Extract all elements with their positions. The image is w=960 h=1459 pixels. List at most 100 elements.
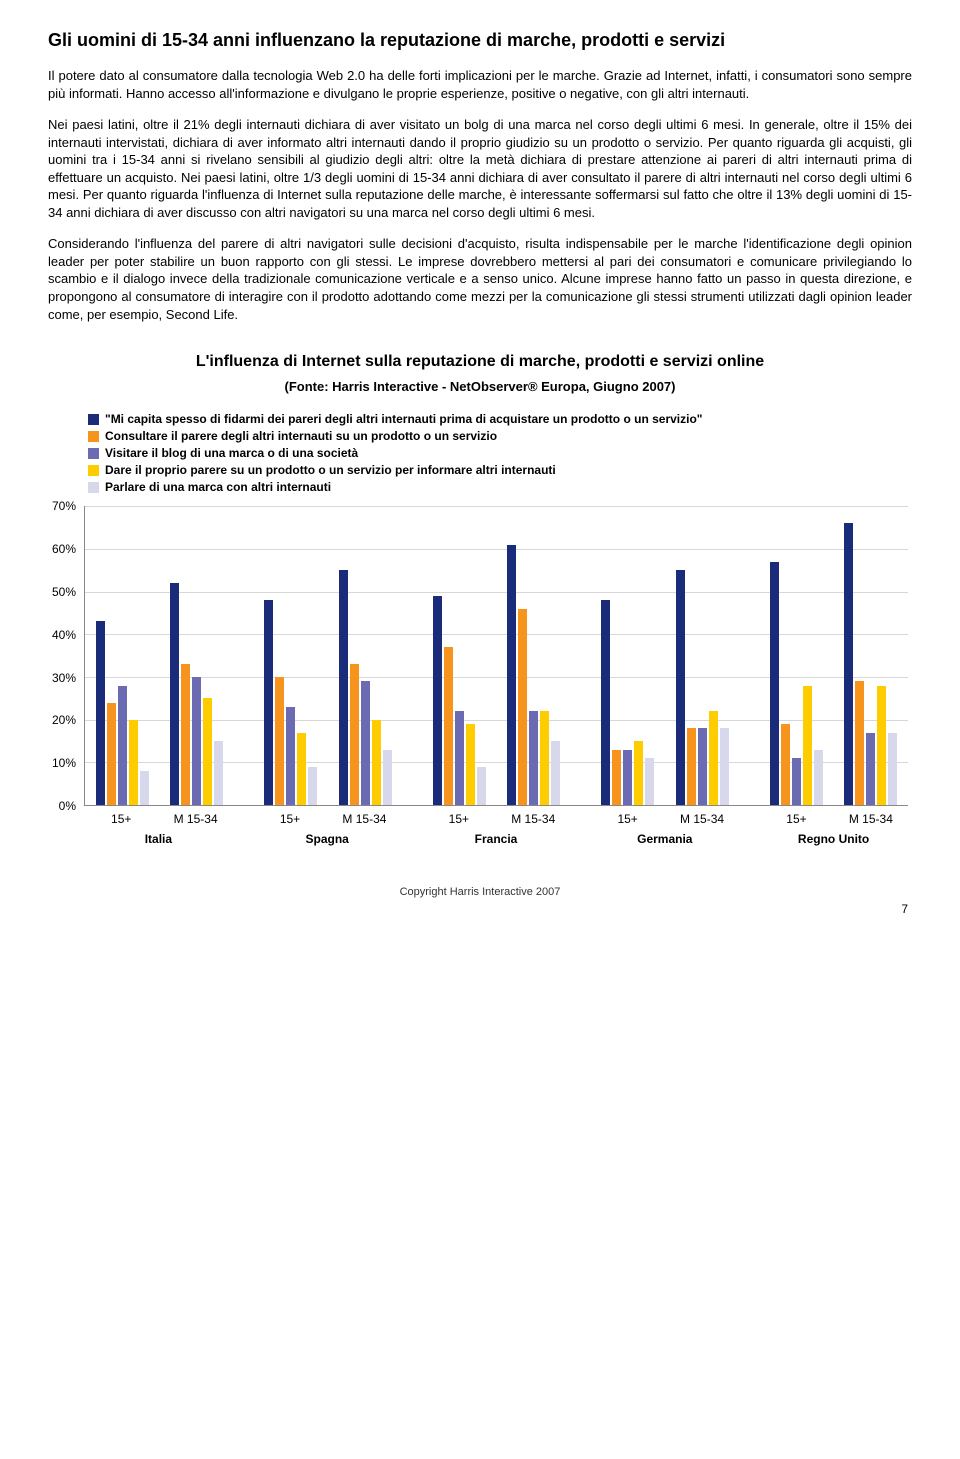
y-tick-label: 20% <box>52 713 76 727</box>
legend-label: Dare il proprio parere su un prodotto o … <box>105 463 556 477</box>
legend-label: Visitare il blog di una marca o di una s… <box>105 446 358 460</box>
legend-swatch <box>88 414 99 425</box>
bar <box>877 686 886 806</box>
bar <box>623 750 632 806</box>
bar-group <box>665 506 739 805</box>
bar <box>551 741 560 805</box>
y-tick-label: 10% <box>52 756 76 770</box>
bar <box>203 698 212 805</box>
bar <box>339 570 348 805</box>
chart-legend: "Mi capita spesso di fidarmi dei pareri … <box>48 412 912 494</box>
x-axis-labels: 15+M 15-3415+M 15-3415+M 15-3415+M 15-34… <box>84 812 908 826</box>
bar-group <box>759 506 833 805</box>
bar <box>107 703 116 806</box>
country-label: Italia <box>84 832 233 846</box>
x-tick-label: 15+ <box>590 812 664 826</box>
x-tick-label: 15+ <box>253 812 327 826</box>
country-label: Spagna <box>253 832 402 846</box>
y-tick-label: 0% <box>59 799 76 813</box>
bar-group <box>85 506 159 805</box>
bar <box>855 681 864 805</box>
legend-item: "Mi capita spesso di fidarmi dei pareri … <box>88 412 912 426</box>
bar <box>214 741 223 805</box>
bar <box>140 771 149 805</box>
legend-swatch <box>88 482 99 493</box>
bar <box>814 750 823 806</box>
country-label: Regno Unito <box>759 832 908 846</box>
bar <box>866 733 875 806</box>
bar <box>96 621 105 805</box>
bar-group <box>422 506 496 805</box>
x-tick-label: M 15-34 <box>496 812 570 826</box>
paragraph-2: Nei paesi latini, oltre il 21% degli int… <box>48 116 912 221</box>
bar <box>444 647 453 805</box>
bar <box>792 758 801 805</box>
bar <box>192 677 201 805</box>
bar-group <box>834 506 908 805</box>
bar <box>634 741 643 805</box>
paragraph-3: Considerando l'influenza del parere di a… <box>48 235 912 323</box>
bar-group <box>496 506 570 805</box>
bar <box>529 711 538 805</box>
x-tick-label: M 15-34 <box>665 812 739 826</box>
y-tick-label: 70% <box>52 499 76 513</box>
legend-item: Dare il proprio parere su un prodotto o … <box>88 463 912 477</box>
bar <box>540 711 549 805</box>
bar <box>361 681 370 805</box>
bar <box>720 728 729 805</box>
chart-title: L'influenza di Internet sulla reputazion… <box>48 353 912 371</box>
y-tick-label: 30% <box>52 671 76 685</box>
bar <box>770 562 779 805</box>
bar <box>888 733 897 806</box>
bar-group <box>254 506 328 805</box>
bar-group <box>159 506 233 805</box>
bar <box>645 758 654 805</box>
bar <box>350 664 359 805</box>
bar-group <box>328 506 402 805</box>
bar <box>264 600 273 805</box>
legend-item: Visitare il blog di una marca o di una s… <box>88 446 912 460</box>
legend-swatch <box>88 465 99 476</box>
footer-copyright: Copyright Harris Interactive 2007 <box>48 886 912 898</box>
bar <box>612 750 621 806</box>
bar <box>844 523 853 805</box>
bar <box>477 767 486 805</box>
bar <box>601 600 610 805</box>
legend-item: Parlare di una marca con altri internaut… <box>88 480 912 494</box>
country-label: Germania <box>590 832 739 846</box>
x-tick-label: 15+ <box>422 812 496 826</box>
bar-group <box>591 506 665 805</box>
x-tick-label: 15+ <box>759 812 833 826</box>
bar <box>709 711 718 805</box>
bar <box>372 720 381 805</box>
bar <box>803 686 812 806</box>
legend-label: "Mi capita spesso di fidarmi dei pareri … <box>105 412 703 426</box>
bar <box>676 570 685 805</box>
legend-swatch <box>88 431 99 442</box>
bar <box>433 596 442 805</box>
page-number: 7 <box>48 902 912 916</box>
bar <box>181 664 190 805</box>
x-tick-label: M 15-34 <box>327 812 401 826</box>
page-title: Gli uomini di 15-34 anni influenzano la … <box>48 30 912 51</box>
plot-area <box>84 506 908 806</box>
bar <box>518 609 527 805</box>
chart-subtitle: (Fonte: Harris Interactive - NetObserver… <box>48 379 912 394</box>
paragraph-1: Il potere dato al consumatore dalla tecn… <box>48 67 912 102</box>
bar <box>297 733 306 806</box>
y-tick-label: 50% <box>52 585 76 599</box>
legend-label: Parlare di una marca con altri internaut… <box>105 480 331 494</box>
bar-chart: 0%10%20%30%40%50%60%70% 15+M 15-3415+M 1… <box>84 506 908 846</box>
bar <box>507 545 516 806</box>
country-label: Francia <box>422 832 571 846</box>
bar <box>698 728 707 805</box>
legend-item: Consultare il parere degli altri interna… <box>88 429 912 443</box>
bar <box>687 728 696 805</box>
x-tick-label: M 15-34 <box>158 812 232 826</box>
legend-swatch <box>88 448 99 459</box>
y-axis: 0%10%20%30%40%50%60%70% <box>48 506 80 806</box>
bar <box>118 686 127 806</box>
bar <box>275 677 284 805</box>
bar <box>308 767 317 805</box>
x-tick-label: 15+ <box>84 812 158 826</box>
